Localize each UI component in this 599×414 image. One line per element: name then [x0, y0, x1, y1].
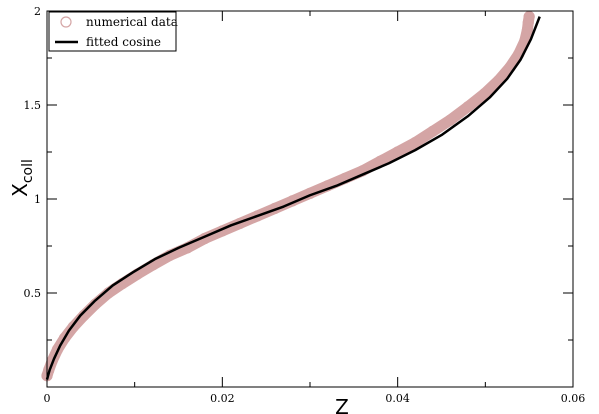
y-axis-title-sub: coll — [20, 159, 36, 183]
data-point-numerical-data — [444, 114, 456, 126]
legend: numerical data fitted cosine — [48, 11, 178, 52]
series-line-fitted-cosine — [45, 16, 541, 380]
legend-marker-numerical-data — [60, 16, 72, 28]
data-point-numerical-data — [427, 125, 439, 137]
data-point-numerical-data — [251, 210, 263, 222]
y-axis-title-main: X — [8, 183, 32, 197]
series-band-numerical-data — [41, 11, 535, 382]
y-tick-label: 1.5 — [24, 99, 42, 112]
data-point-numerical-data — [321, 180, 334, 192]
x-tick-label: 0 — [44, 392, 51, 405]
data-point-numerical-data — [462, 101, 474, 113]
x-tick-label: 0.06 — [561, 392, 586, 405]
data-point-numerical-data — [522, 16, 534, 28]
y-tick-label: 1 — [34, 193, 41, 206]
data-point-numerical-data — [51, 343, 64, 355]
tick-labels: 0 0.02 0.04 0.06 0.5 1 1.5 2 — [24, 5, 586, 405]
data-point-numerical-data — [58, 332, 71, 344]
x-tick-label: 0.04 — [385, 392, 410, 405]
data-point-numerical-data — [523, 11, 535, 23]
y-tick-label: 2 — [34, 5, 41, 18]
legend-label-fitted-cosine: fitted cosine — [86, 35, 161, 49]
data-point-numerical-data — [392, 146, 404, 158]
y-axis-title: Xcoll — [8, 159, 36, 197]
y-tick-label: 0.5 — [24, 287, 42, 300]
data-point-numerical-data — [478, 88, 491, 100]
legend-label-numerical-data: numerical data — [86, 15, 178, 29]
data-layer — [41, 11, 541, 382]
data-point-numerical-data — [492, 74, 505, 87]
x-axis-title: Z — [335, 395, 349, 414]
data-point-numerical-data — [409, 137, 421, 149]
series-numerical-data — [41, 11, 535, 382]
data-point-numerical-data — [67, 321, 79, 333]
data-point-numerical-data — [521, 24, 534, 36]
x-tick-label: 0.02 — [210, 392, 235, 405]
